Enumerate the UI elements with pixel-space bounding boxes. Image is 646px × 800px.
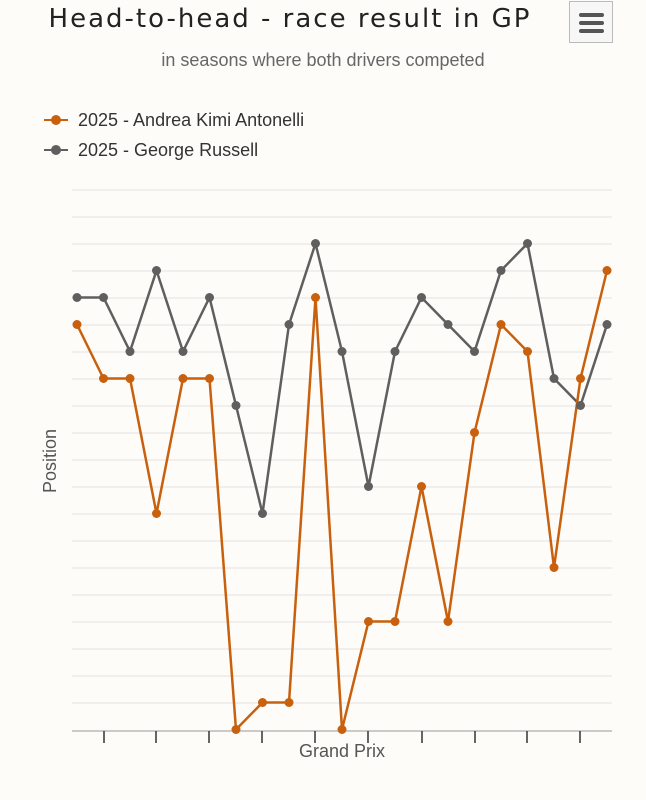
data-point bbox=[231, 725, 241, 734]
data-point bbox=[99, 374, 108, 383]
legend-marker-icon bbox=[44, 143, 68, 157]
data-point bbox=[311, 239, 320, 248]
chart-subtitle: in seasons where both drivers competed bbox=[161, 50, 485, 70]
data-point bbox=[496, 320, 506, 329]
data-point bbox=[523, 347, 532, 356]
legend-marker-icon bbox=[44, 113, 68, 127]
data-point bbox=[311, 293, 320, 302]
data-point bbox=[337, 347, 347, 356]
data-point bbox=[125, 374, 135, 383]
legend-item-russell[interactable]: 2025 - George Russell bbox=[44, 135, 304, 165]
chart-title: Head-to-head - race result in GP bbox=[48, 4, 532, 34]
data-point bbox=[258, 698, 267, 707]
data-point bbox=[417, 482, 426, 491]
data-point bbox=[205, 374, 214, 383]
data-point bbox=[576, 401, 585, 410]
data-point bbox=[178, 374, 188, 383]
data-point bbox=[205, 293, 214, 302]
y-axis-label: Position bbox=[40, 429, 60, 493]
data-point bbox=[390, 617, 400, 626]
data-point bbox=[576, 374, 585, 383]
data-point bbox=[364, 617, 373, 626]
data-point bbox=[443, 617, 453, 626]
chart-menu-button[interactable] bbox=[569, 1, 613, 43]
hamburger-menu-icon bbox=[579, 29, 604, 33]
data-point bbox=[125, 347, 135, 356]
data-point bbox=[178, 347, 188, 356]
x-axis-label: Grand Prix bbox=[299, 741, 385, 761]
data-point bbox=[390, 347, 400, 356]
series-line-0 bbox=[75, 270, 609, 731]
data-point bbox=[549, 374, 559, 383]
data-point bbox=[549, 563, 559, 572]
data-point bbox=[152, 509, 161, 518]
data-point bbox=[231, 401, 241, 410]
data-point bbox=[258, 509, 267, 518]
data-point bbox=[470, 347, 479, 356]
legend-label: 2025 - George Russell bbox=[78, 139, 259, 160]
data-point bbox=[337, 725, 347, 734]
hamburger-menu-icon bbox=[579, 13, 604, 17]
data-point bbox=[443, 320, 453, 329]
legend-label: 2025 - Andrea Kimi Antonelli bbox=[78, 109, 305, 130]
data-point bbox=[152, 266, 161, 275]
chart-legend: 2025 - Andrea Kimi Antonelli 2025 - Geor… bbox=[44, 105, 304, 165]
data-point bbox=[496, 266, 506, 275]
data-point bbox=[602, 266, 612, 275]
data-point bbox=[523, 239, 532, 248]
data-point bbox=[72, 293, 82, 302]
data-point bbox=[602, 320, 612, 329]
hamburger-menu-icon bbox=[579, 21, 604, 25]
data-point bbox=[99, 293, 108, 302]
data-point bbox=[364, 482, 373, 491]
data-point bbox=[417, 293, 426, 302]
data-point bbox=[284, 320, 294, 329]
data-point bbox=[470, 428, 479, 437]
data-point bbox=[284, 698, 294, 707]
data-point bbox=[72, 320, 82, 329]
legend-item-antonelli[interactable]: 2025 - Andrea Kimi Antonelli bbox=[44, 105, 304, 135]
